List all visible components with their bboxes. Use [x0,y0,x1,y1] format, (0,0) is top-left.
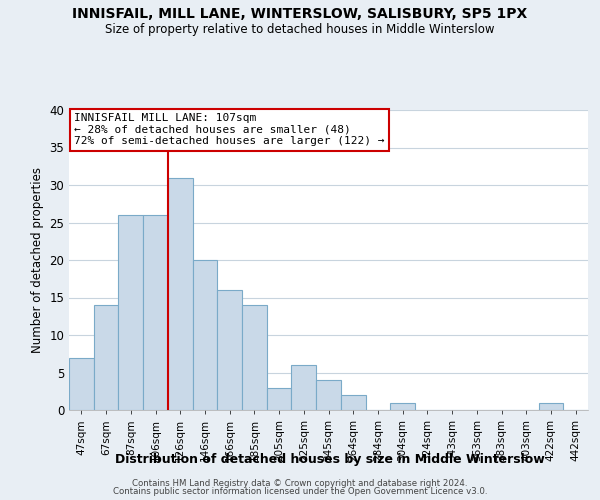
Bar [193,260,217,410]
Bar [390,402,415,410]
Bar [316,380,341,410]
Y-axis label: Number of detached properties: Number of detached properties [31,167,44,353]
Text: Distribution of detached houses by size in Middle Winterslow: Distribution of detached houses by size … [115,452,545,466]
Text: Contains public sector information licensed under the Open Government Licence v3: Contains public sector information licen… [113,487,487,496]
Bar [143,215,168,410]
Bar [341,395,365,410]
Bar [267,388,292,410]
Text: Contains HM Land Registry data © Crown copyright and database right 2024.: Contains HM Land Registry data © Crown c… [132,478,468,488]
Bar [217,290,242,410]
Bar [539,402,563,410]
Text: Size of property relative to detached houses in Middle Winterslow: Size of property relative to detached ho… [105,22,495,36]
Bar [168,178,193,410]
Text: INNISFAIL MILL LANE: 107sqm
← 28% of detached houses are smaller (48)
72% of sem: INNISFAIL MILL LANE: 107sqm ← 28% of det… [74,113,385,146]
Bar [242,305,267,410]
Bar [118,215,143,410]
Bar [69,358,94,410]
Text: INNISFAIL, MILL LANE, WINTERSLOW, SALISBURY, SP5 1PX: INNISFAIL, MILL LANE, WINTERSLOW, SALISB… [73,8,527,22]
Bar [94,305,118,410]
Bar [292,365,316,410]
